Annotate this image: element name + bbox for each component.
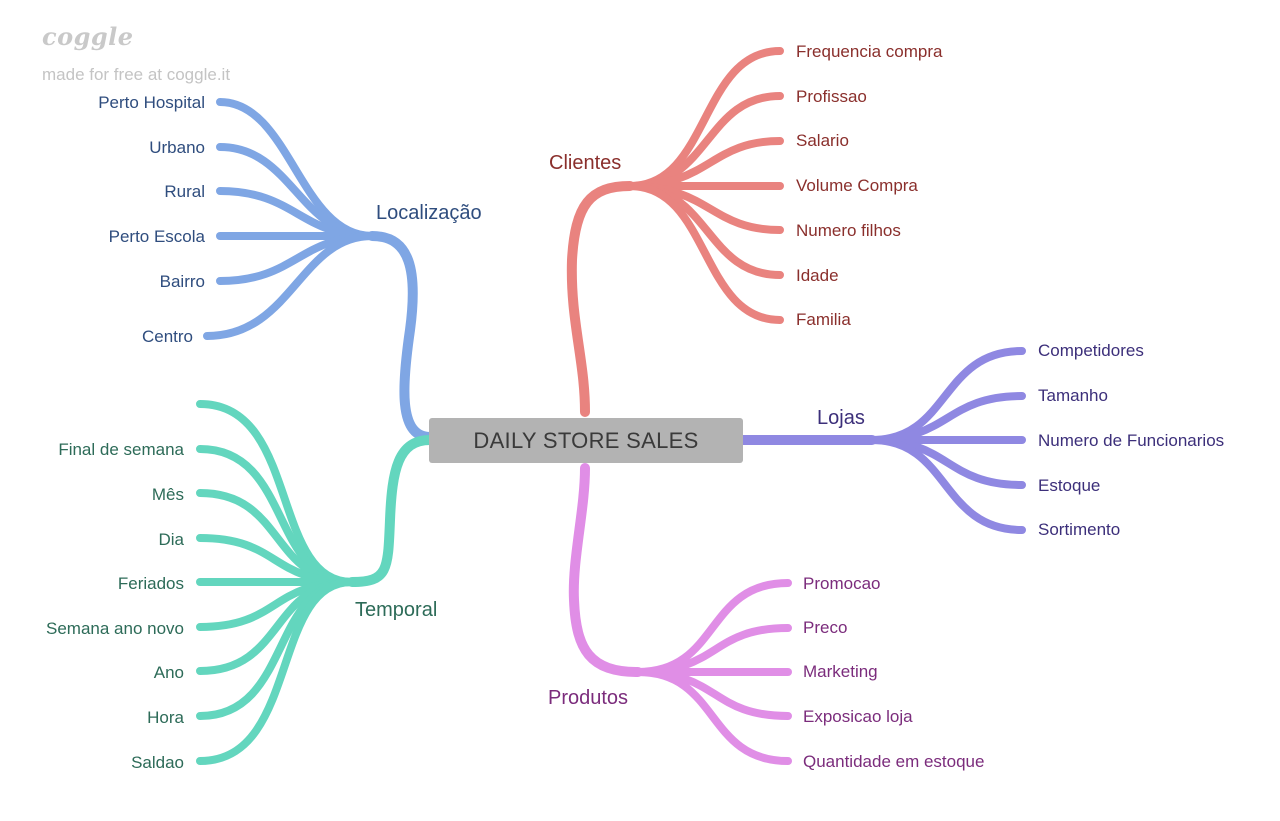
leaf-sortimento[interactable]: Sortimento [1038, 520, 1121, 539]
trunk-clientes [566, 181, 635, 417]
leaf-feriados[interactable]: Feriados [117, 574, 184, 593]
branch-temporal-connectors [196, 400, 435, 765]
leaf-semana-ano-novo[interactable]: Semana ano novo [46, 619, 184, 638]
leaf-competidores[interactable]: Competidores [1038, 341, 1144, 360]
branch-label-temporal[interactable]: Temporal [355, 599, 438, 621]
leaf-exposicao-loja[interactable]: Exposicao loja [803, 707, 913, 726]
leaf-marketing[interactable]: Marketing [803, 662, 878, 681]
branch-produtos-connectors [568, 463, 792, 765]
trunk-temporal [347, 435, 435, 587]
leaf-perto-hospital[interactable]: Perto Hospital [98, 93, 205, 112]
leaf-dia[interactable]: Dia [158, 530, 184, 549]
leaf-bairro[interactable]: Bairro [159, 272, 205, 291]
branch-label-localizacao[interactable]: Localização [376, 202, 482, 224]
leaf-numero-de-funcionarios[interactable]: Numero de Funcionarios [1038, 431, 1225, 450]
twig-saldao [196, 578, 356, 765]
leaf-ano[interactable]: Ano [153, 663, 184, 682]
leaf-centro[interactable]: Centro [141, 327, 193, 346]
leaf-mes[interactable]: Mês [151, 485, 184, 504]
leaf-numero-filhos[interactable]: Numero filhos [796, 221, 901, 240]
leaf-urbano[interactable]: Urbano [149, 138, 205, 157]
coggle-logo[interactable]: coggle [42, 22, 134, 51]
leaf-rural[interactable]: Rural [164, 182, 205, 201]
leaf-hora[interactable]: Hora [147, 708, 184, 727]
leaf-final-de-semana[interactable]: Final de semana [58, 440, 184, 459]
leaf-idade[interactable]: Idade [796, 266, 839, 285]
leaf-tamanho[interactable]: Tamanho [1038, 386, 1108, 405]
branch-lojas-connectors [737, 347, 1026, 534]
coggle-tagline[interactable]: made for free at coggle.it [42, 65, 231, 84]
leaf-perto-escola[interactable]: Perto Escola [108, 227, 205, 246]
leaf-preco[interactable]: Preco [803, 618, 848, 637]
leaf-estoque[interactable]: Estoque [1038, 476, 1101, 495]
leaf-familia[interactable]: Familia [796, 310, 851, 329]
center-node-label: DAILY STORE SALES [473, 427, 699, 453]
branch-localizacao-connectors [203, 98, 435, 442]
center-node[interactable]: DAILY STORE SALES [429, 418, 743, 463]
branch-label-produtos[interactable]: Produtos [548, 687, 629, 709]
trunk-localizacao [367, 231, 435, 442]
twig-quantidade-em-estoque [634, 668, 792, 765]
leaf-salario[interactable]: Salario [796, 131, 849, 150]
leaf-volume-compra[interactable]: Volume Compra [796, 176, 918, 195]
twig-sortimento [868, 436, 1026, 534]
branch-label-lojas[interactable]: Lojas [817, 407, 865, 429]
twig-familia [626, 182, 784, 324]
leaf-profissao[interactable]: Profissao [796, 87, 867, 106]
leaf-promocao[interactable]: Promocao [803, 574, 881, 593]
leaf-frequencia-compra[interactable]: Frequencia compra [796, 42, 943, 61]
leaf-quantidade-em-estoque[interactable]: Quantidade em estoque [803, 752, 985, 771]
trunk-produtos [568, 463, 643, 677]
leaf-saldao[interactable]: Saldao [131, 753, 184, 772]
twig-centro [203, 232, 376, 340]
branch-label-clientes[interactable]: Clientes [549, 152, 622, 174]
branch-clientes-connectors [566, 47, 784, 417]
